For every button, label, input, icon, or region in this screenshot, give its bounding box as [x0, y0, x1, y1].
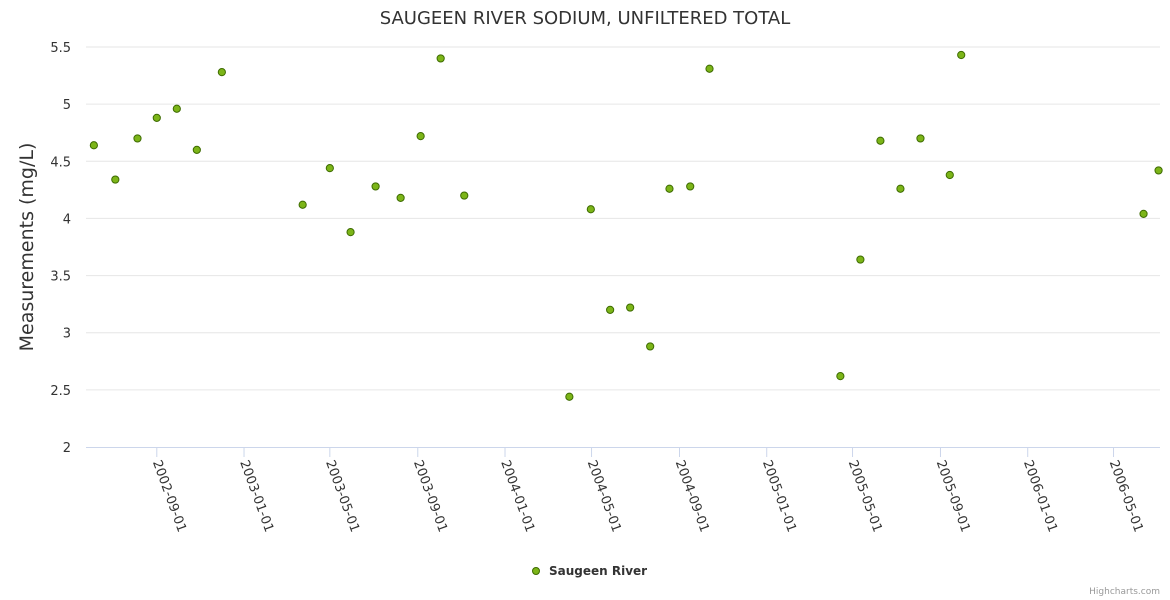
credits-link[interactable]: Highcharts.com — [1089, 587, 1160, 597]
data-point[interactable] — [916, 134, 925, 143]
data-point[interactable] — [1139, 209, 1148, 218]
legend-item-label[interactable]: Saugeen River — [549, 564, 647, 578]
data-point[interactable] — [460, 191, 469, 200]
data-point[interactable] — [705, 64, 714, 73]
data-point[interactable] — [957, 50, 966, 60]
y-tick-label: 5 — [63, 98, 71, 113]
data-point[interactable] — [665, 184, 674, 193]
data-point[interactable] — [876, 136, 885, 145]
data-point[interactable] — [298, 200, 307, 209]
y-axis-label: Measurements (mg/L) — [16, 143, 38, 352]
x-tick-label: 2005-05-01 — [845, 458, 885, 534]
x-tick-label: 2004-01-01 — [497, 458, 537, 534]
y-tick-label: 3.5 — [50, 270, 71, 285]
y-tick-label: 2 — [63, 441, 71, 456]
x-tick-label: 2005-09-01 — [933, 458, 973, 534]
y-tick-label: 2.5 — [50, 384, 71, 399]
chart-title: SAUGEEN RIVER SODIUM, UNFILTERED TOTAL — [380, 8, 791, 29]
data-point[interactable] — [586, 205, 595, 214]
y-tick-label: 4 — [63, 212, 71, 227]
y-tick-label: 5.5 — [50, 41, 71, 56]
data-point[interactable] — [396, 193, 405, 202]
x-tick-labels: 2002-09-01 2003-01-01 2003-05-01 2003-09-01… — [149, 447, 1146, 534]
data-point[interactable] — [856, 255, 865, 264]
data-point[interactable] — [217, 68, 226, 77]
x-tick-label: 2004-09-01 — [672, 458, 712, 534]
data-point[interactable] — [172, 104, 181, 113]
data-point[interactable] — [371, 182, 380, 191]
legend-marker[interactable] — [532, 567, 540, 575]
data-point[interactable] — [565, 392, 574, 401]
data-point[interactable] — [836, 372, 845, 381]
data-point[interactable] — [111, 175, 120, 184]
grid-lines — [86, 46, 1160, 391]
data-point[interactable] — [646, 342, 655, 351]
x-tick-label: 2002-09-01 — [149, 458, 189, 534]
x-tick-label: 2006-01-01 — [1020, 458, 1060, 534]
x-tick-label: 2004-05-01 — [584, 458, 624, 534]
x-tick-label: 2003-05-01 — [322, 458, 362, 534]
x-tick-label: 2003-01-01 — [236, 458, 276, 534]
data-point[interactable] — [325, 164, 334, 173]
data-point[interactable] — [626, 303, 635, 312]
y-tick-label: 3 — [63, 327, 71, 342]
x-tick-label: 2005-01-01 — [759, 458, 799, 534]
y-tick-label: 4.5 — [50, 155, 71, 170]
data-point[interactable] — [945, 170, 954, 180]
data-point[interactable] — [686, 182, 695, 191]
data-point[interactable] — [606, 305, 615, 314]
data-point[interactable] — [152, 113, 161, 122]
series-points[interactable] — [89, 50, 1163, 401]
data-point[interactable] — [192, 145, 201, 154]
data-point[interactable] — [346, 228, 355, 237]
y-tick-labels: 2 2.5 3 3.5 4 4.5 5 5.5 — [50, 41, 71, 456]
x-tick-label: 2003-09-01 — [410, 458, 450, 534]
x-tick-label: 2006-05-01 — [1106, 458, 1146, 534]
data-point[interactable] — [416, 132, 425, 141]
legend[interactable]: Saugeen River — [532, 564, 648, 578]
data-point[interactable] — [89, 141, 98, 150]
data-point[interactable] — [1154, 166, 1163, 175]
data-point[interactable] — [436, 54, 445, 63]
data-point[interactable] — [896, 184, 905, 193]
data-point[interactable] — [133, 134, 142, 143]
